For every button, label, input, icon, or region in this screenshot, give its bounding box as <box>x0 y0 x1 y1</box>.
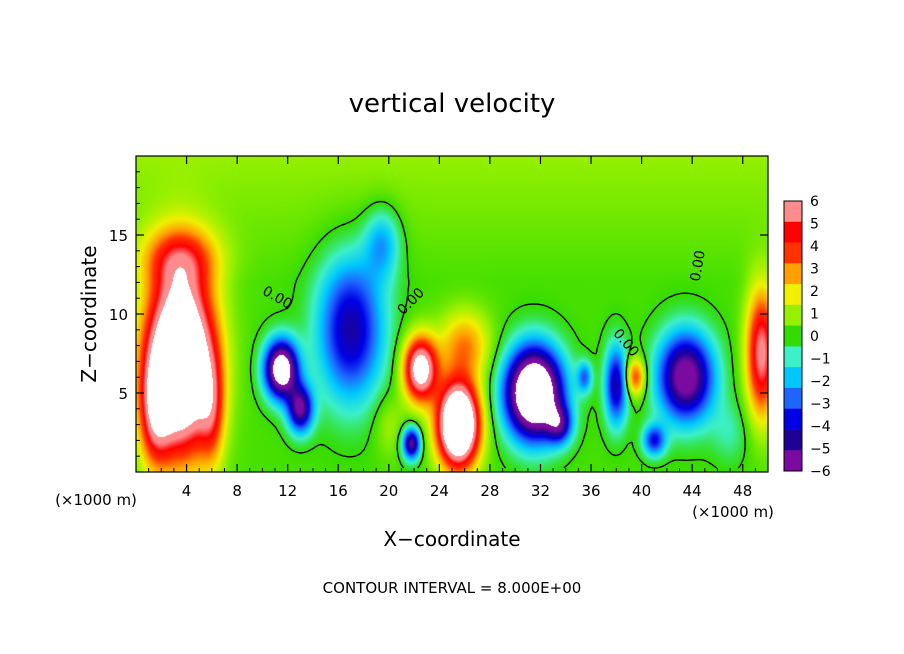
colorbar-label: 4 <box>810 239 819 255</box>
colorbar-label: −2 <box>810 374 831 390</box>
colorbar-label: −5 <box>810 442 831 458</box>
zero-contour-path <box>249 200 746 469</box>
colorbar-label: −6 <box>810 464 831 480</box>
colorbar-swatch <box>784 201 802 223</box>
x-tick-label: 28 <box>480 482 499 500</box>
colorbar-swatch <box>784 304 802 327</box>
colorbar-swatch <box>784 450 802 472</box>
x-unit-right: (×1000 m) <box>692 503 774 521</box>
x-axis-ticks: 4 8 12 16 20 24 28 32 36 40 44 48 <box>148 156 756 500</box>
colorbar-label: 6 <box>810 194 819 210</box>
colorbar-swatch <box>784 429 802 451</box>
colorbar-label: 5 <box>810 217 819 233</box>
y-tick-label: 15 <box>109 227 128 245</box>
x-tick-label: 8 <box>232 482 242 500</box>
x-tick-label: 24 <box>430 482 449 500</box>
colorbar-label: −3 <box>810 397 831 413</box>
x-tick-label: 44 <box>683 482 702 500</box>
colorbar-swatch <box>784 367 802 389</box>
colorbar-label: −4 <box>810 419 831 435</box>
colorbar-label: 2 <box>810 284 819 300</box>
colorbar-swatch <box>784 387 802 410</box>
chart-title: vertical velocity <box>349 89 556 119</box>
y-tick-label: 5 <box>118 385 128 403</box>
x-tick-label: 48 <box>733 482 752 500</box>
x-tick-label: 40 <box>632 482 651 500</box>
x-tick-label: 36 <box>581 482 600 500</box>
colorbar-label: −1 <box>810 352 831 368</box>
x-tick-label: 16 <box>329 482 348 500</box>
contour-label-3: 0.00 <box>688 249 709 282</box>
colorbar-label: 1 <box>810 307 819 323</box>
colorbar-swatch <box>784 346 802 368</box>
y-axis-ticks: 5 10 15 <box>109 171 768 457</box>
colorbar: 6 5 4 3 2 1 0 −1 −2 −3 −4 −5 −6 <box>783 194 831 480</box>
colorbar-swatch <box>784 242 802 264</box>
heatmap-field <box>136 156 768 472</box>
colorbar-label: 0 <box>810 329 819 345</box>
y-tick-label: 10 <box>109 306 128 324</box>
colorbar-swatch <box>784 221 802 244</box>
heatmap-canvas <box>136 156 768 472</box>
contour-interval-footer: CONTOUR INTERVAL = 8.000E+00 <box>323 579 582 597</box>
x-tick-label: 32 <box>531 482 550 500</box>
x-tick-label: 12 <box>278 482 297 500</box>
colorbar-swatch <box>784 263 802 285</box>
colorbar-swatch <box>784 325 802 347</box>
colorbar-swatch <box>784 408 802 430</box>
x-axis-label: X−coordinate <box>383 527 520 551</box>
colorbar-frame <box>783 200 803 472</box>
x-unit-left: (×1000 m) <box>55 491 137 509</box>
colorbar-swatch <box>784 284 802 306</box>
x-tick-label: 4 <box>182 482 192 500</box>
y-axis-label: Z−coordinate <box>77 245 101 382</box>
x-tick-label: 20 <box>379 482 398 500</box>
colorbar-label: 3 <box>810 262 819 278</box>
